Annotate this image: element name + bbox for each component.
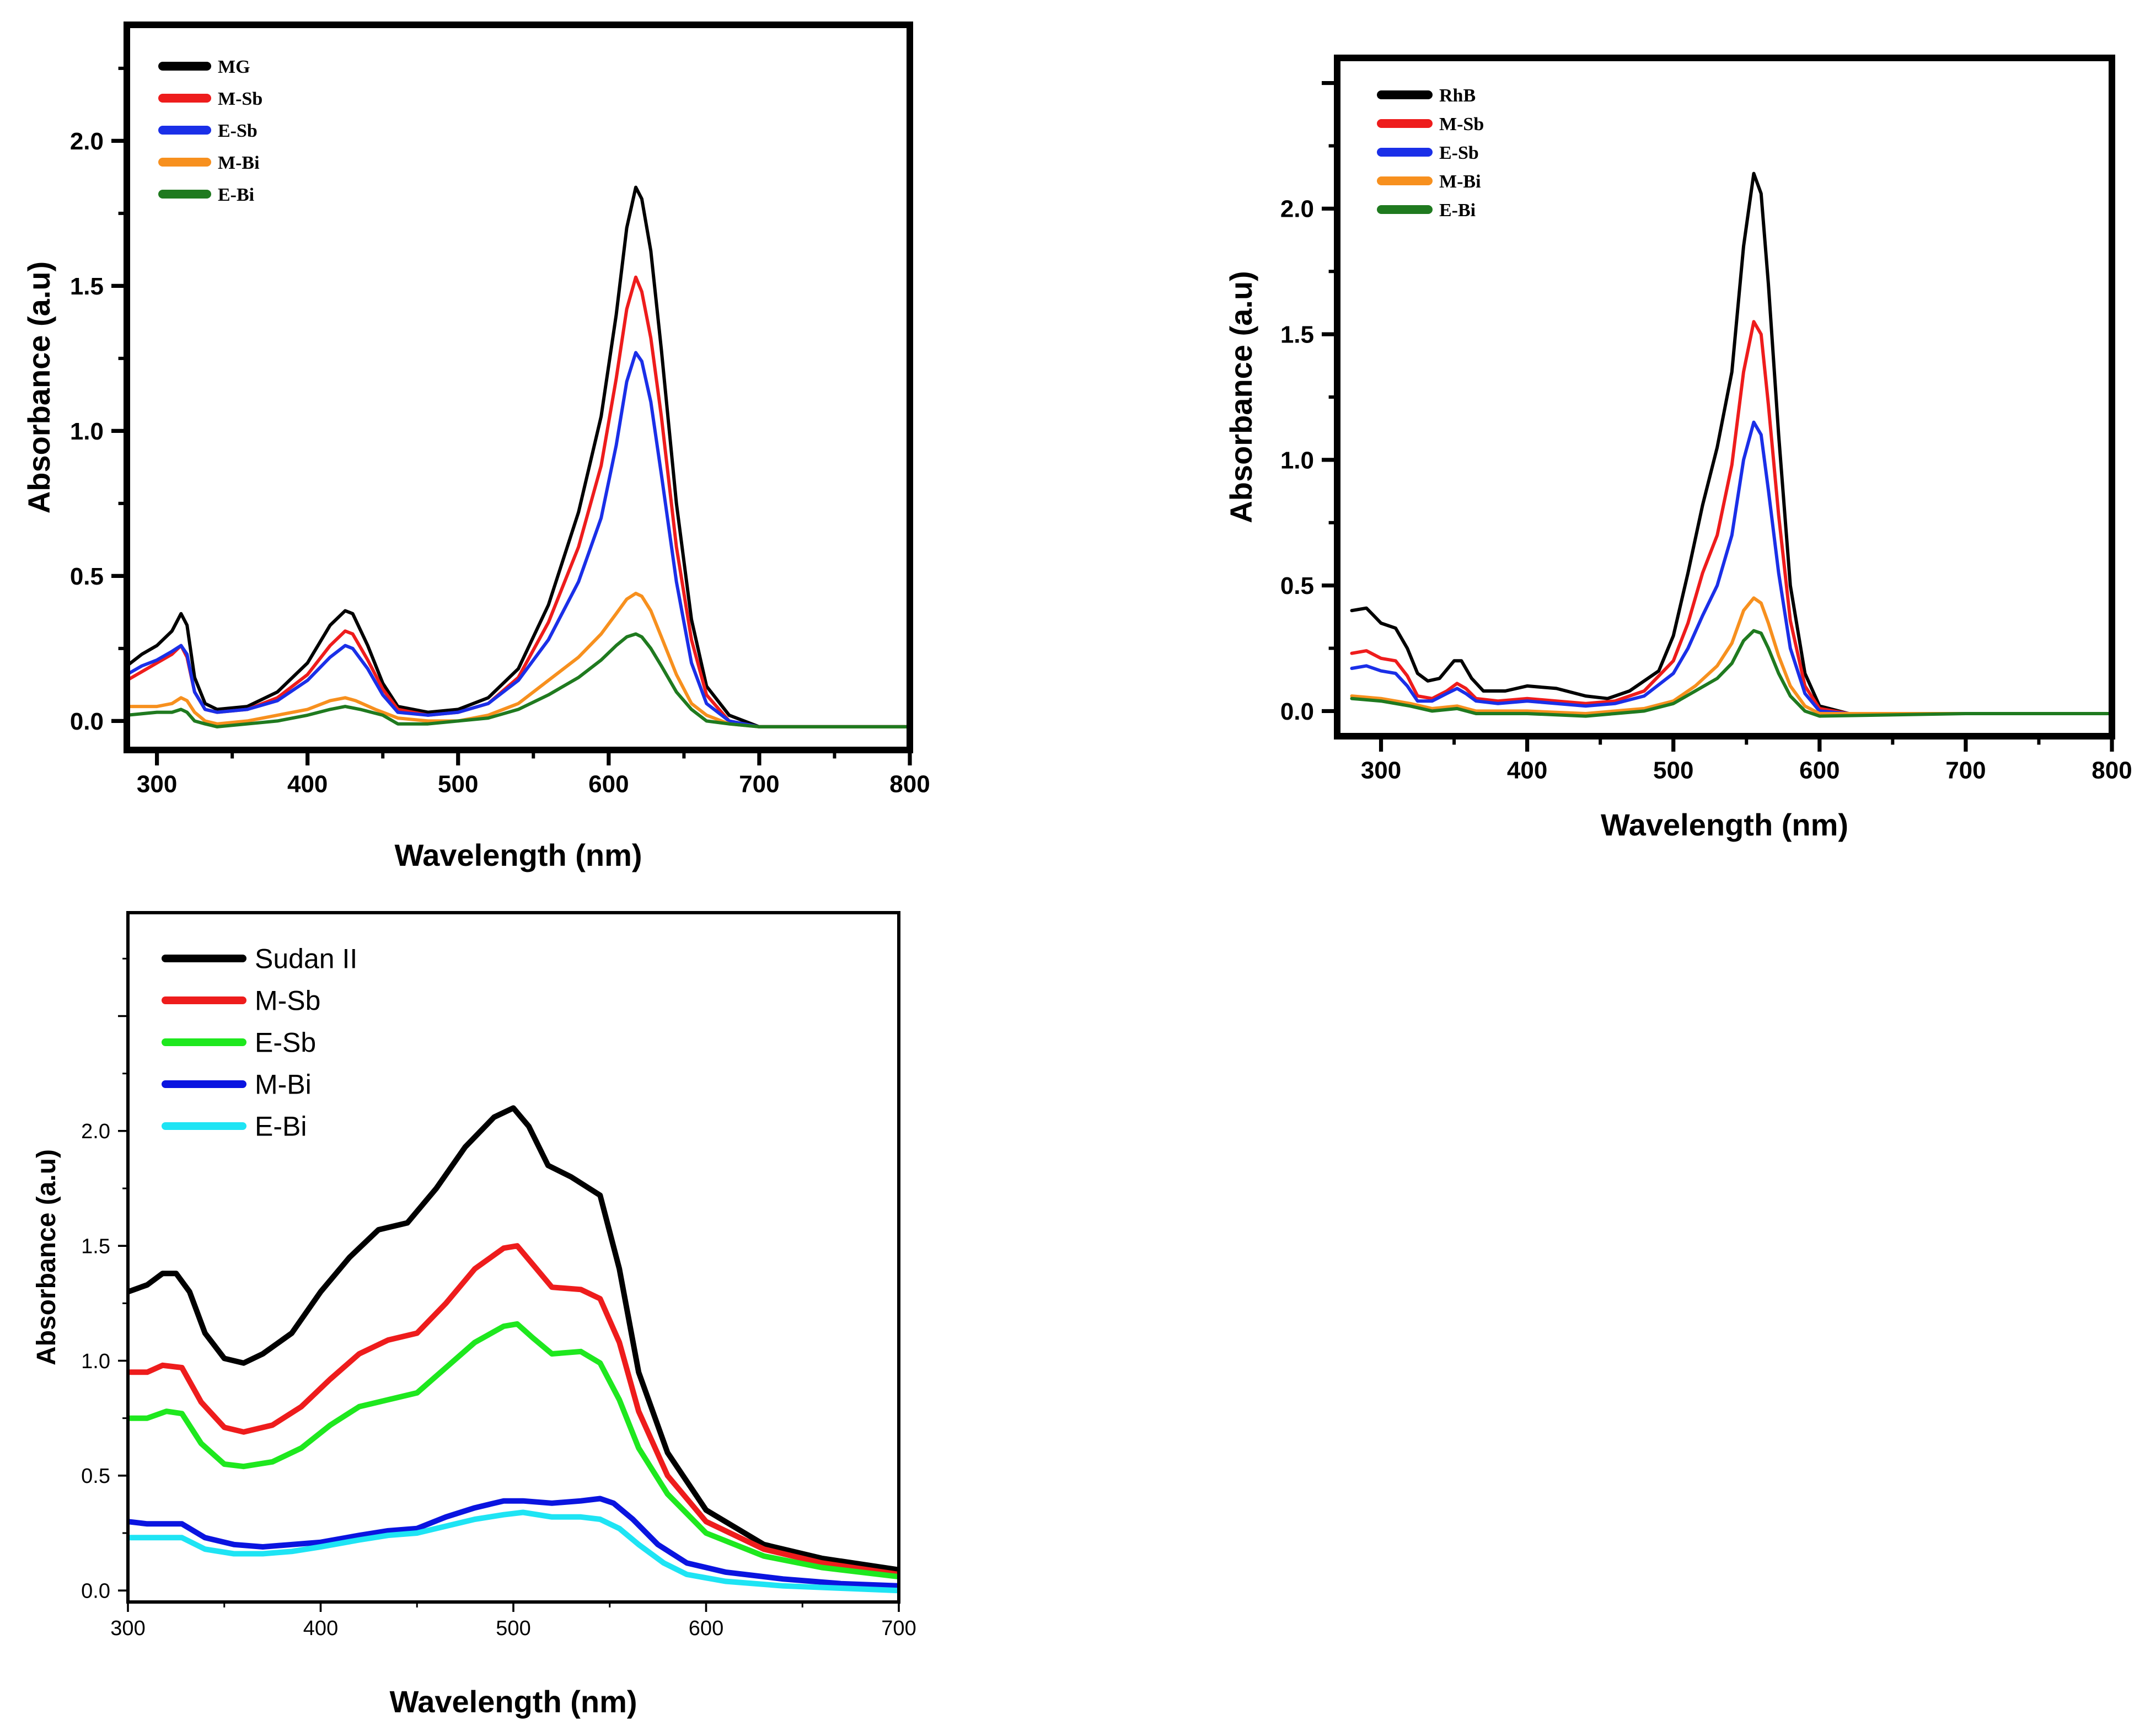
series-line-e-sb: [127, 351, 910, 728]
legend-label: E-Bi: [218, 185, 254, 205]
x-tick-label: 800: [2092, 757, 2132, 784]
series-line-m-bi: [128, 1496, 899, 1589]
y-tick-label: 0.5: [1280, 572, 1314, 599]
legend-label: RhB: [1439, 85, 1476, 106]
legend-label: E-Sb: [1439, 143, 1479, 163]
x-tick-label: 300: [1361, 757, 1401, 784]
y-tick-label: 0.0: [81, 1579, 110, 1603]
legend-label: M-Bi: [1439, 172, 1481, 192]
y-tick-label: 0.5: [70, 563, 104, 590]
x-tick-label: 500: [496, 1617, 530, 1640]
x-tick-label: 400: [303, 1617, 338, 1640]
x-tick-label: 400: [1507, 757, 1547, 784]
series-line-m-bi: [1350, 596, 2112, 715]
x-tick-label: 600: [689, 1617, 723, 1640]
legend-label: M-Sb: [1439, 114, 1484, 135]
x-tick-label: 600: [588, 770, 629, 797]
y-tick-label: 2.0: [1280, 196, 1314, 223]
y-tick-label: 0.5: [81, 1465, 110, 1488]
legend-label: E-Sb: [218, 121, 258, 141]
y-tick-label: 1.5: [1280, 322, 1314, 349]
series-line-e-bi: [127, 632, 910, 728]
x-tick-label: 800: [889, 770, 930, 797]
legend-label: M-Sb: [255, 985, 320, 1016]
y-tick-label: 0.0: [1280, 698, 1314, 725]
legend-label: M-Bi: [255, 1069, 312, 1100]
y-axis-title: Absorbance (a.u): [22, 261, 56, 513]
y-tick-label: 1.5: [81, 1235, 110, 1258]
y-axis-title: Absorbance (a.u): [1224, 271, 1258, 523]
x-axis-title: Wavelength (nm): [394, 838, 642, 872]
series-line-sudan-ii: [128, 1105, 899, 1573]
y-tick-label: 1.0: [81, 1350, 110, 1373]
x-tick-label: 500: [438, 770, 478, 797]
x-tick-label: 700: [739, 770, 779, 797]
legend: RhB M-Sb E-Sb M-Bi E-Bi: [1377, 85, 1484, 221]
x-tick-label: 400: [287, 770, 328, 797]
plot-area: [128, 1105, 899, 1594]
series-line-e-sb: [128, 1321, 899, 1580]
series-line-m-sb: [1350, 320, 2112, 715]
panel-sudan-ii: 300 400 500 600 700 0.0 0.5 1.0 1.5 2.0 Wavelength…: [32, 911, 916, 1719]
plot-area: [1350, 172, 2112, 718]
legend: Sudan II M-Sb E-Sb M-Bi E-Bi: [162, 944, 357, 1142]
y-tick-label: 1.0: [1280, 447, 1314, 474]
y-tick-label: 2.0: [70, 128, 104, 155]
x-tick-label: 300: [137, 770, 177, 797]
legend-label: M-Sb: [218, 89, 262, 109]
legend-label: M-Bi: [218, 153, 260, 173]
x-tick-label: 700: [881, 1617, 916, 1640]
legend-label: E-Bi: [255, 1111, 307, 1142]
legend: MG M-Sb E-Sb M-Bi E-Bi: [158, 57, 262, 205]
x-axis-title: Wavelength (nm): [389, 1684, 637, 1719]
x-tick-label: 500: [1653, 757, 1693, 784]
x-tick-label: 700: [1945, 757, 1986, 784]
y-tick-label: 1.0: [70, 418, 104, 445]
x-tick-label: 300: [110, 1617, 145, 1640]
x-axis-title: Wavelength (nm): [1601, 807, 1848, 842]
plot-frame: [124, 22, 913, 753]
plot-area: [127, 185, 910, 728]
y-tick-label: 1.5: [70, 273, 104, 300]
series-line-e-sb: [1350, 420, 2112, 715]
series-line-m-sb: [128, 1243, 899, 1577]
x-tick-label: 600: [1799, 757, 1840, 784]
series-line-mg: [127, 185, 910, 728]
series-line-e-bi: [1350, 629, 2112, 718]
y-tick-label: 0.0: [70, 708, 104, 735]
legend-label: MG: [218, 57, 250, 77]
panel-rhodamine-b: 300 400 500 600 700 800 0.0 0.5 1.0 1.5 2.0 Wavelen…: [1224, 55, 2132, 842]
series-line-e-bi: [128, 1509, 899, 1594]
legend-label: Sudan II: [255, 944, 357, 974]
legend-label: E-Sb: [255, 1027, 316, 1058]
legend-label: E-Bi: [1439, 200, 1476, 221]
y-tick-label: 2.0: [81, 1120, 110, 1143]
series-line-rhb: [1350, 172, 2112, 715]
panel-malachite-green: 300 400 500 600 700 800 0.0 0.5 1.0 1.5 2.0 Wavelen…: [22, 22, 930, 872]
y-axis-title: Absorbance (a.u): [32, 1149, 61, 1365]
